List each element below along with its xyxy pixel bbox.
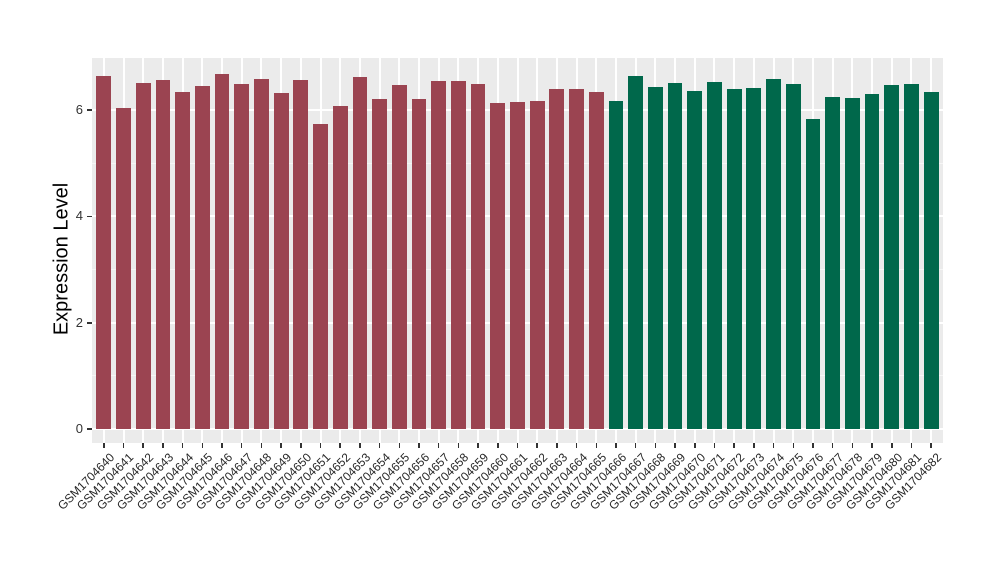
- x-tick-mark: [319, 443, 322, 448]
- bar: [746, 88, 762, 430]
- y-tick-label: 6: [75, 102, 83, 118]
- bar: [687, 90, 703, 430]
- bar: [923, 92, 939, 430]
- bar: [825, 97, 841, 430]
- bar: [96, 75, 112, 430]
- bar: [431, 80, 447, 430]
- x-tick-mark: [516, 443, 519, 448]
- bar: [805, 118, 821, 430]
- x-tick-mark: [674, 443, 676, 448]
- bar: [214, 74, 230, 430]
- y-tick-mark: [87, 322, 92, 324]
- bar: [549, 88, 565, 430]
- x-tick-mark: [398, 443, 401, 448]
- x-tick-mark: [497, 443, 499, 448]
- x-tick-mark: [378, 443, 381, 448]
- x-tick-mark: [792, 443, 795, 448]
- x-tick-mark: [103, 443, 105, 448]
- x-tick-mark: [300, 443, 302, 448]
- x-tick-mark: [891, 443, 893, 448]
- y-tick-mark: [87, 428, 92, 430]
- bar: [372, 99, 387, 430]
- x-tick-mark: [339, 443, 341, 448]
- y-axis-title: Expression Level: [50, 182, 73, 335]
- bar: [411, 98, 427, 430]
- x-tick-mark: [181, 443, 184, 448]
- bar: [529, 100, 545, 430]
- bar: [588, 92, 604, 430]
- x-tick-mark: [221, 443, 223, 448]
- x-tick-mark: [733, 443, 735, 448]
- bar: [510, 101, 525, 430]
- bar: [785, 84, 801, 430]
- bar: [884, 84, 900, 430]
- bar: [234, 83, 250, 430]
- plot-panel: [92, 58, 943, 443]
- x-tick-mark: [240, 443, 243, 448]
- bar: [332, 106, 348, 430]
- y-tick-label: 2: [75, 314, 83, 330]
- bar: [490, 102, 506, 430]
- x-tick-mark: [772, 443, 775, 448]
- bar: [904, 83, 919, 430]
- x-tick-mark: [359, 443, 361, 448]
- x-tick-mark: [477, 443, 479, 448]
- bar: [726, 89, 742, 430]
- bar: [273, 93, 289, 430]
- y-tick-mark: [87, 109, 92, 111]
- x-tick-mark: [260, 443, 263, 448]
- x-tick-mark: [162, 443, 164, 448]
- x-tick-mark: [694, 443, 696, 448]
- bar: [569, 89, 584, 430]
- x-tick-mark: [654, 443, 657, 448]
- x-tick-mark: [122, 443, 125, 448]
- bar: [608, 100, 624, 430]
- x-tick-mark: [713, 443, 716, 448]
- bar: [470, 84, 486, 430]
- x-tick-mark: [437, 443, 440, 448]
- x-tick-mark: [556, 443, 558, 448]
- x-tick-mark: [930, 443, 932, 448]
- bar: [647, 87, 663, 430]
- bar: [135, 82, 151, 430]
- bar: [844, 98, 860, 430]
- y-tick-mark: [87, 215, 92, 218]
- x-tick-mark: [280, 443, 282, 448]
- x-tick-mark: [634, 443, 637, 448]
- bar: [155, 79, 171, 430]
- x-tick-mark: [457, 443, 460, 448]
- bar: [116, 107, 131, 430]
- bar: [175, 91, 190, 430]
- y-tick-label: 4: [75, 208, 83, 224]
- x-tick-mark: [142, 443, 144, 448]
- x-tick-mark: [201, 443, 204, 448]
- x-tick-mark: [812, 443, 814, 448]
- x-tick-mark: [418, 443, 420, 448]
- bar: [194, 86, 210, 430]
- x-tick-mark: [851, 443, 854, 448]
- bar: [707, 81, 722, 430]
- x-tick-mark: [871, 443, 873, 448]
- x-tick-mark: [575, 443, 578, 448]
- bar: [667, 82, 683, 430]
- x-tick-mark: [615, 443, 617, 448]
- bar: [293, 80, 309, 430]
- x-tick-mark: [595, 443, 598, 448]
- bar: [352, 77, 368, 430]
- bar: [766, 79, 781, 430]
- x-tick-mark: [910, 443, 913, 448]
- x-tick-mark: [536, 443, 538, 448]
- y-tick-label: 0: [75, 421, 83, 437]
- x-tick-mark: [831, 443, 834, 448]
- bar: [864, 93, 880, 430]
- bar: [451, 81, 466, 430]
- bar: [391, 84, 407, 430]
- bar: [254, 79, 269, 430]
- bar: [628, 75, 644, 430]
- bar: [313, 123, 328, 430]
- x-tick-mark: [753, 443, 755, 448]
